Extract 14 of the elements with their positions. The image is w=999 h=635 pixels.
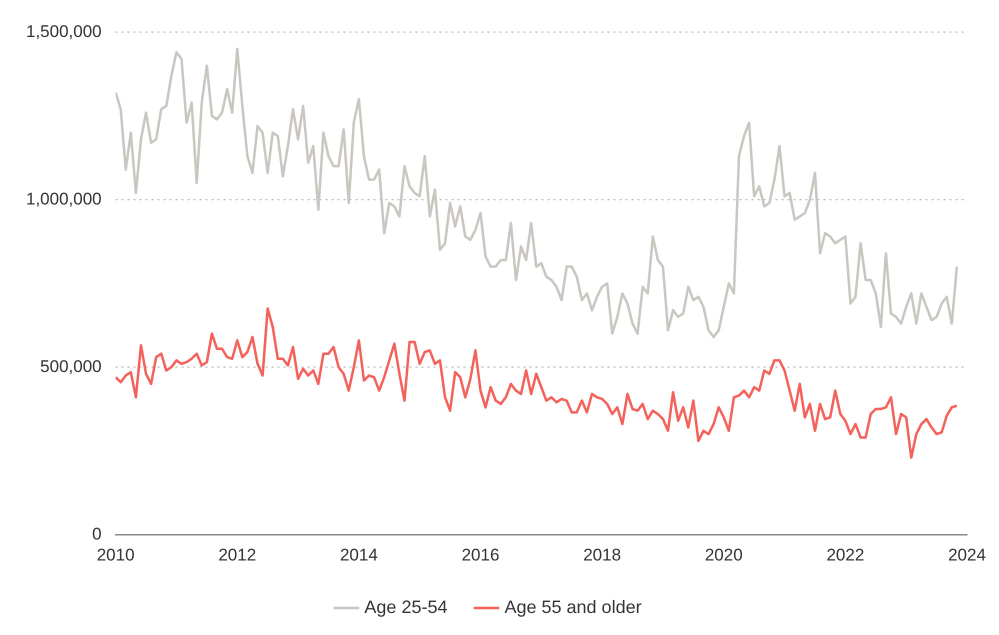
y-tick-label: 500,000 [40, 356, 102, 376]
x-tick-label: 2012 [218, 545, 256, 564]
x-tick-label: 2014 [340, 545, 378, 564]
x-tick-label: 2024 [948, 545, 986, 564]
y-tick-label: 0 [92, 524, 102, 544]
legend-label: Age 25-54 [364, 596, 448, 617]
x-tick-label: 2016 [462, 545, 500, 564]
x-tick-label: 2022 [826, 545, 864, 564]
legend-label: Age 55 and older [504, 596, 642, 617]
x-tick-label: 2010 [96, 545, 135, 564]
x-tick-label: 2018 [583, 545, 622, 564]
x-tick-label: 2020 [704, 545, 743, 564]
y-tick-label: 1,000,000 [26, 189, 102, 208]
y-tick-label: 1,500,000 [26, 22, 102, 41]
